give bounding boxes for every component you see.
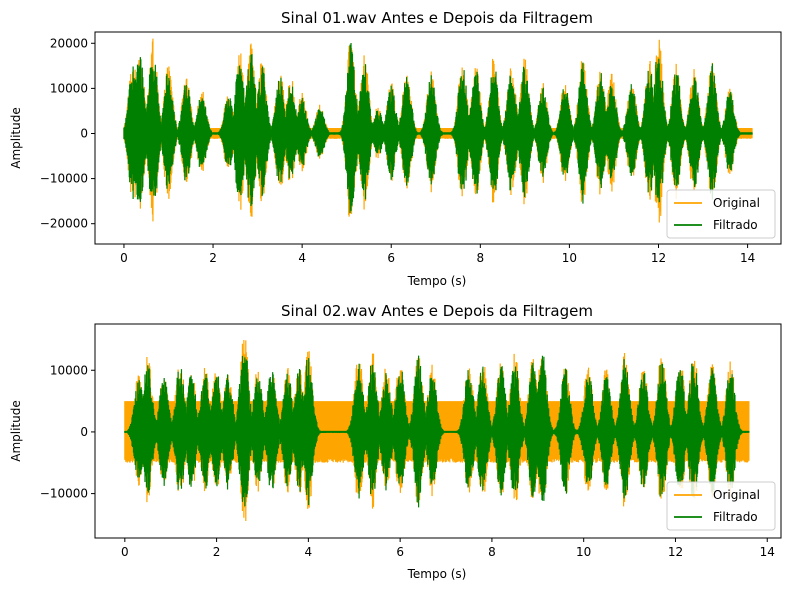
series-line-filtrado <box>124 355 750 508</box>
subplot-2-plot-area <box>94 323 782 539</box>
subplot-1-legend-box <box>666 189 776 239</box>
x-tick-label: 12 <box>651 251 666 265</box>
subplot-1-legend: Original Filtrado <box>666 189 776 239</box>
subplot-2: Sinal 02.wav Antes e Depois da Filtragem… <box>9 302 782 581</box>
y-tick-label: 0 <box>80 126 88 140</box>
x-tick-label: 6 <box>387 251 395 265</box>
y-tick-label: 10000 <box>50 363 88 377</box>
x-tick-label: 6 <box>396 545 404 559</box>
subplot-1-axes-frame <box>94 31 782 245</box>
series-line-filtrado <box>123 43 753 214</box>
subplot-2-legend-label-original: Original <box>713 488 760 502</box>
y-tick-label: 0 <box>80 425 88 439</box>
subplot-2-legend-label-filtrado: Filtrado <box>713 510 758 524</box>
y-tick-label: 10000 <box>50 81 88 95</box>
y-tick-label: −10000 <box>40 172 88 186</box>
subplot-1-y-ticks: −20000 −10000 0 10000 20000 <box>40 36 95 231</box>
x-tick-label: 2 <box>209 251 217 265</box>
subplot-2-series-group <box>124 339 750 522</box>
x-tick-label: 4 <box>305 545 313 559</box>
subplot-1-title: Sinal 01.wav Antes e Depois da Filtragem <box>281 9 593 27</box>
subplot-1-x-ticks: 0 2 4 6 8 10 12 14 <box>120 244 755 265</box>
x-tick-label: 2 <box>213 545 221 559</box>
subplot-2-title: Sinal 02.wav Antes e Depois da Filtragem <box>281 302 593 320</box>
x-tick-label: 0 <box>120 251 128 265</box>
subplot-2-legend-box <box>666 481 776 531</box>
subplot-2-legend: Original Filtrado <box>666 481 776 531</box>
subplot-1-plot-area <box>94 31 782 245</box>
y-tick-label: −20000 <box>40 217 88 231</box>
subplot-1-legend-label-original: Original <box>713 196 760 210</box>
x-tick-label: 10 <box>562 251 577 265</box>
y-tick-label: 20000 <box>50 36 88 50</box>
subplot-2-axes-frame <box>94 323 782 539</box>
subplot-1-legend-label-filtrado: Filtrado <box>713 218 758 232</box>
x-tick-label: 8 <box>476 251 484 265</box>
subplot-2-x-label: Tempo (s) <box>407 567 467 581</box>
x-tick-label: 8 <box>488 545 496 559</box>
x-tick-label: 10 <box>576 545 591 559</box>
subplot-2-y-ticks: −10000 0 10000 <box>40 363 95 501</box>
subplot-1: Sinal 01.wav Antes e Depois da Filtragem… <box>9 9 782 288</box>
subplot-1-y-label: Amplitude <box>9 107 23 169</box>
x-tick-label: 4 <box>298 251 306 265</box>
x-tick-label: 14 <box>760 545 775 559</box>
subplot-2-x-ticks: 0 2 4 6 8 10 12 14 <box>121 538 775 559</box>
x-tick-label: 12 <box>668 545 683 559</box>
y-tick-label: −10000 <box>40 487 88 501</box>
subplot-1-series-group <box>123 38 753 223</box>
x-tick-label: 0 <box>121 545 129 559</box>
x-tick-label: 14 <box>740 251 755 265</box>
subplot-2-y-label: Amplitude <box>9 400 23 462</box>
subplot-1-x-label: Tempo (s) <box>407 274 467 288</box>
